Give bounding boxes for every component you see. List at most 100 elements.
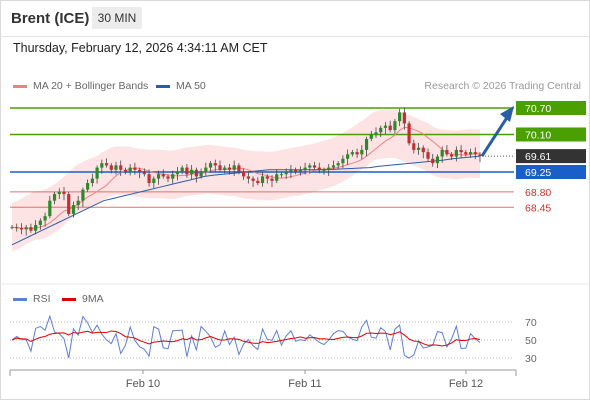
legend-ma20: MA 20 + Bollinger Bands	[13, 80, 148, 92]
candle-body	[90, 178, 94, 184]
candle-body	[412, 143, 416, 150]
candle-body	[175, 172, 180, 175]
candle-body	[421, 147, 425, 153]
candle-body	[350, 152, 354, 155]
candle-body	[327, 167, 331, 170]
candle-body	[237, 165, 241, 172]
candle-body	[355, 152, 359, 155]
ma9-swatch	[62, 297, 76, 301]
candle-body	[294, 169, 298, 172]
legend-9ma-label: 9MA	[82, 293, 104, 305]
candle-body	[142, 172, 146, 175]
candle-body	[43, 216, 47, 221]
candle-body	[57, 191, 61, 195]
candle-body	[15, 227, 19, 229]
candle-body	[478, 154, 482, 157]
candle-body	[445, 149, 449, 155]
candle-body	[459, 149, 463, 153]
candle-body	[256, 180, 260, 184]
level-tag-70.70: 70.70	[525, 103, 551, 115]
credit-text: Research © 2026 Trading Central	[424, 80, 581, 92]
candle-body	[119, 165, 123, 170]
ma20-swatch	[13, 84, 27, 88]
ma50-line	[11, 155, 481, 246]
level-tag-70.10-bg	[516, 127, 586, 142]
candle-body	[48, 200, 52, 217]
level-tag-68.45: 68.45	[525, 202, 551, 214]
candle-body	[67, 194, 71, 214]
candle-body	[265, 176, 269, 179]
candle-body	[24, 227, 28, 230]
candle-body	[246, 176, 250, 179]
rsi-tick-70: 70	[525, 317, 537, 329]
candle-body	[171, 174, 175, 179]
ma20-line	[11, 126, 481, 230]
candle-body	[402, 112, 406, 124]
candle-body	[369, 134, 373, 139]
candle-body	[38, 220, 42, 225]
candle-body	[76, 200, 80, 206]
candle-body	[454, 149, 458, 157]
ma50-swatch	[156, 84, 170, 88]
candle-body	[364, 138, 369, 150]
candle-body	[190, 169, 194, 175]
rsi-swatch	[13, 297, 27, 301]
candle-body	[270, 178, 274, 181]
candle-body	[312, 165, 317, 168]
projection-arrow-shaft	[480, 115, 510, 157]
rsi-9ma-line	[11, 330, 481, 347]
datetime-stamp: Thursday, February 12, 2026 4:34:11 AM C…	[13, 41, 268, 55]
candle-body	[109, 165, 113, 170]
candle-body	[331, 165, 336, 168]
candle-body	[379, 127, 383, 133]
candle-body	[104, 163, 109, 166]
candle-body	[128, 167, 132, 172]
level-tag-69.25: 69.25	[525, 167, 551, 179]
x-tick-label: Feb 10	[126, 378, 160, 390]
candle-body	[279, 174, 284, 176]
candle-body	[95, 167, 99, 179]
candle-body	[360, 149, 364, 155]
projection-arrow-head	[500, 106, 514, 122]
candle-body	[180, 167, 184, 172]
header-bar: Brent (ICE) 30 MIN	[0, 0, 590, 37]
rsi-line	[11, 314, 481, 359]
candle-body	[398, 112, 402, 122]
candle-body	[10, 227, 14, 229]
timeframe-selector[interactable]: 30 MIN	[92, 7, 142, 29]
candle-body	[388, 125, 392, 131]
x-tick-label: Feb 12	[449, 378, 483, 390]
candle-body	[199, 172, 203, 177]
candle-body	[123, 169, 128, 172]
candle-body	[71, 205, 76, 214]
candle-body	[383, 125, 388, 128]
candle-body	[19, 228, 24, 230]
candle-body	[435, 156, 440, 164]
candle-body	[100, 163, 104, 168]
legend-rsi: RSI	[13, 293, 51, 305]
bollinger-band-area	[12, 109, 480, 252]
legend-9ma: 9MA	[62, 293, 104, 305]
candle-body	[152, 178, 156, 184]
candle-body	[317, 167, 321, 170]
candle-body	[218, 165, 222, 170]
candle-body	[86, 183, 90, 190]
candle-body	[440, 149, 444, 157]
candle-body	[464, 152, 468, 155]
legend-ma20-label: MA 20 + Bollinger Bands	[33, 80, 149, 92]
candle-body	[114, 165, 118, 170]
x-tick-label: Feb 11	[288, 378, 321, 390]
candle-body	[156, 174, 161, 179]
candle-body	[62, 191, 66, 195]
instrument-title: Brent (ICE)	[11, 10, 90, 27]
candle-body	[298, 169, 302, 172]
candle-body	[260, 176, 265, 184]
candle-body	[204, 167, 208, 172]
level-tag-69.25-bg	[516, 165, 586, 179]
rsi-tick-50: 50	[525, 335, 537, 347]
legend-rsi-label: RSI	[33, 293, 51, 305]
candle-body	[374, 132, 378, 135]
candle-body	[426, 152, 430, 159]
candle-body	[303, 167, 307, 170]
